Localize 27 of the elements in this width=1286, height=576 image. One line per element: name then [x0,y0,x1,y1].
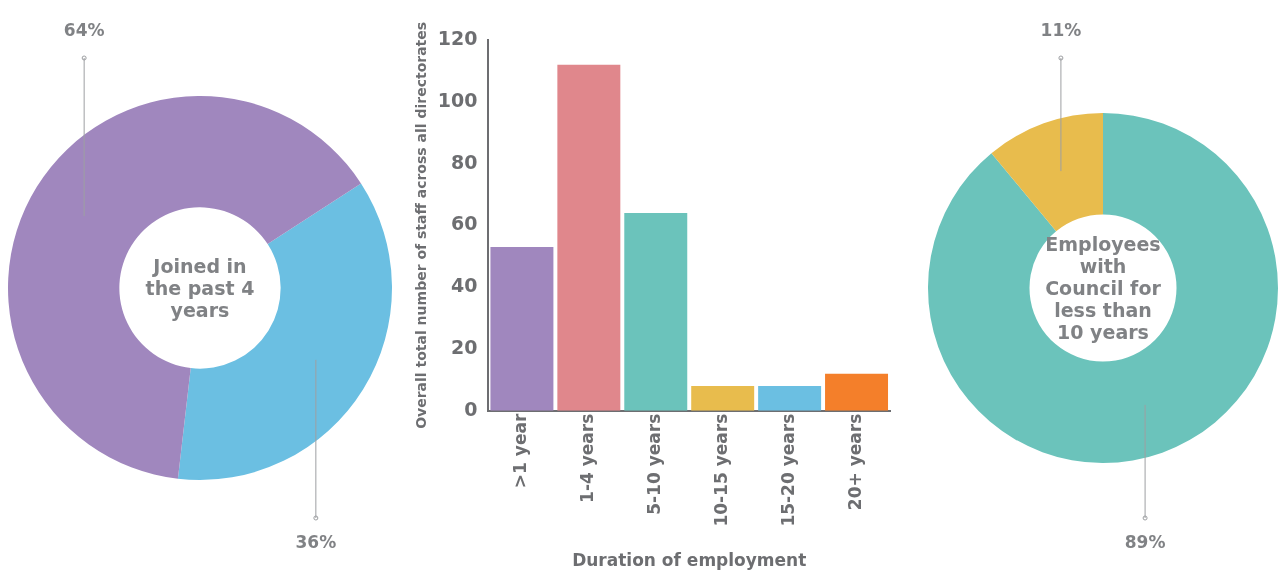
x-tick-label: 20+ years [844,413,865,511]
y-tick-label: 100 [437,88,478,111]
y-tick-label: 80 [451,150,478,173]
data-label: 64% [63,20,105,41]
x-tick-label: 5-10 years [644,413,665,515]
y-tick-label: 120 [437,26,478,49]
text: Employees with Council for less than 10 years [1044,233,1162,343]
data-label: 11% [1040,20,1082,41]
bar [691,386,755,411]
bar [557,64,621,411]
x-tick-label: 1-4 years [577,413,598,503]
y-tick-label: 20 [451,335,478,358]
data-label: 89% [1124,532,1166,553]
bar [624,213,688,411]
y-axis-title: Overall total number of staff across all directorates [413,21,430,429]
y-tick-label: 0 [464,397,478,420]
y-tick-label: 40 [451,274,478,297]
y-tick-label: 60 [451,212,478,235]
x-tick-label: >1 year [510,413,531,489]
data-label: 36% [295,532,337,553]
bar [758,386,822,411]
bar [825,373,889,411]
x-axis-title: Duration of employment [572,550,807,571]
text: Joined in the past 4 years [144,255,256,321]
bar [490,246,554,411]
x-tick-label: 15-20 years [778,413,799,527]
x-tick-label: 10-15 years [711,413,732,527]
